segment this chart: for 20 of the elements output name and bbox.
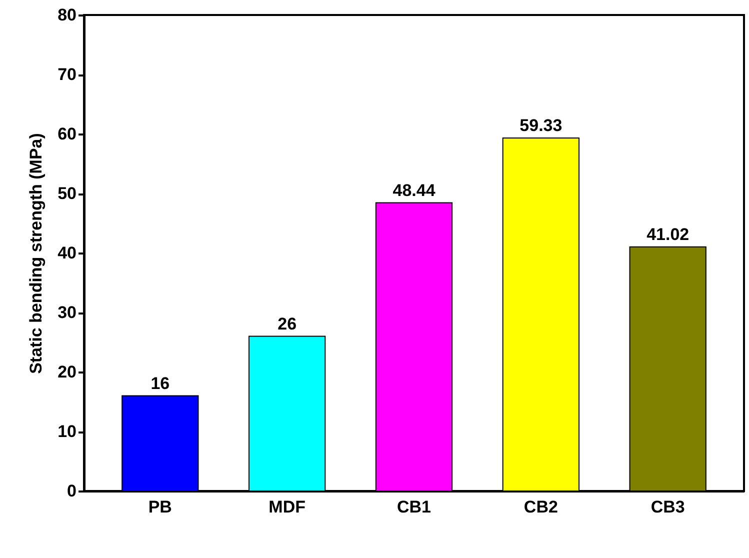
x-tick-label: MDF	[268, 498, 306, 516]
data-label: 26	[278, 314, 297, 334]
y-tick-label: 50	[58, 184, 76, 203]
y-tick-label: 70	[58, 65, 76, 84]
data-label: 41.02	[646, 224, 690, 244]
x-tick-label: CB2	[524, 498, 558, 516]
y-tick-label: 30	[58, 303, 76, 322]
y-tick-label: 10	[58, 422, 76, 441]
data-label: 48.44	[392, 180, 436, 200]
y-axis-title: Static bending strength (MPa)	[26, 133, 46, 374]
y-tick-label: 20	[58, 362, 76, 382]
x-tick-label: PB	[148, 498, 172, 516]
y-tick-label: 0	[67, 482, 76, 500]
y-tick-label: 60	[58, 124, 76, 144]
x-tick-label: CB1	[396, 498, 432, 516]
data-label: 59.33	[520, 116, 562, 135]
y-tick-label: 80	[58, 6, 76, 24]
data-label: 16	[150, 374, 170, 393]
y-tick-label: 40	[58, 244, 76, 262]
x-tick-label: CB3	[650, 498, 685, 516]
